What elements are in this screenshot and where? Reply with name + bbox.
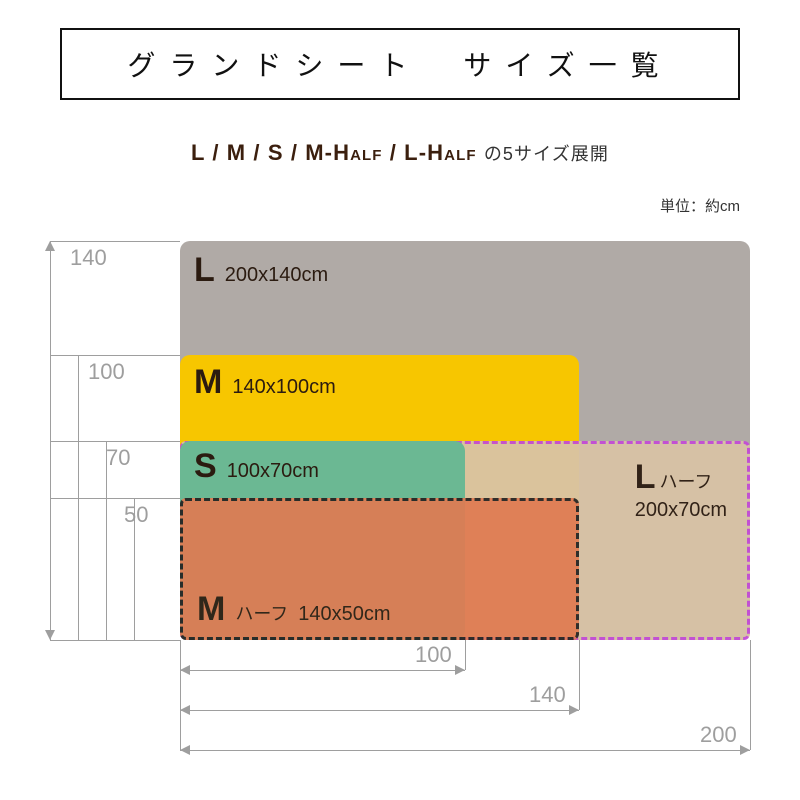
v-dim-value: 50 xyxy=(124,502,148,528)
size-rect-label: S100x70cm xyxy=(194,447,319,486)
size-rect-label: Lハーフ200x70cm xyxy=(635,458,727,522)
size-rect-mhalf: Mハーフ140x50cm xyxy=(180,498,579,641)
h-dim-line xyxy=(180,710,579,711)
h-dim-value: 140 xyxy=(529,682,566,708)
arrowhead-icon xyxy=(45,630,55,640)
v-dim-bracket xyxy=(78,355,180,356)
arrowhead-icon xyxy=(455,665,465,675)
arrowhead-icon xyxy=(569,705,579,715)
size-diagram: L200x140cm M140x100cm Lハーフ200x70cm S100x70c… xyxy=(0,0,800,800)
h-dim-tick xyxy=(579,640,580,710)
v-dim-value: 100 xyxy=(88,359,125,385)
h-dim-tick xyxy=(465,640,466,670)
size-rect-label: Mハーフ140x50cm xyxy=(197,590,391,629)
v-dim-bracket xyxy=(50,241,180,242)
size-rect-label: L200x140cm xyxy=(194,251,328,290)
arrowhead-icon xyxy=(740,745,750,755)
h-dim-line xyxy=(180,670,465,671)
size-rect-label: M140x100cm xyxy=(194,363,336,402)
arrowhead-icon xyxy=(180,665,190,675)
h-dim-line xyxy=(180,750,750,751)
h-dim-tick xyxy=(750,640,751,750)
v-dim-baseline xyxy=(50,640,180,641)
v-dim-value: 70 xyxy=(106,445,130,471)
h-dim-value: 100 xyxy=(415,642,452,668)
h-dim-tick xyxy=(180,640,181,750)
v-dim-bracket xyxy=(134,498,180,499)
v-dim-bracket xyxy=(106,441,180,442)
arrowhead-icon xyxy=(180,705,190,715)
arrowhead-icon xyxy=(180,745,190,755)
h-dim-value: 200 xyxy=(700,722,737,748)
v-dim-value: 140 xyxy=(70,245,107,271)
arrowhead-icon xyxy=(45,241,55,251)
